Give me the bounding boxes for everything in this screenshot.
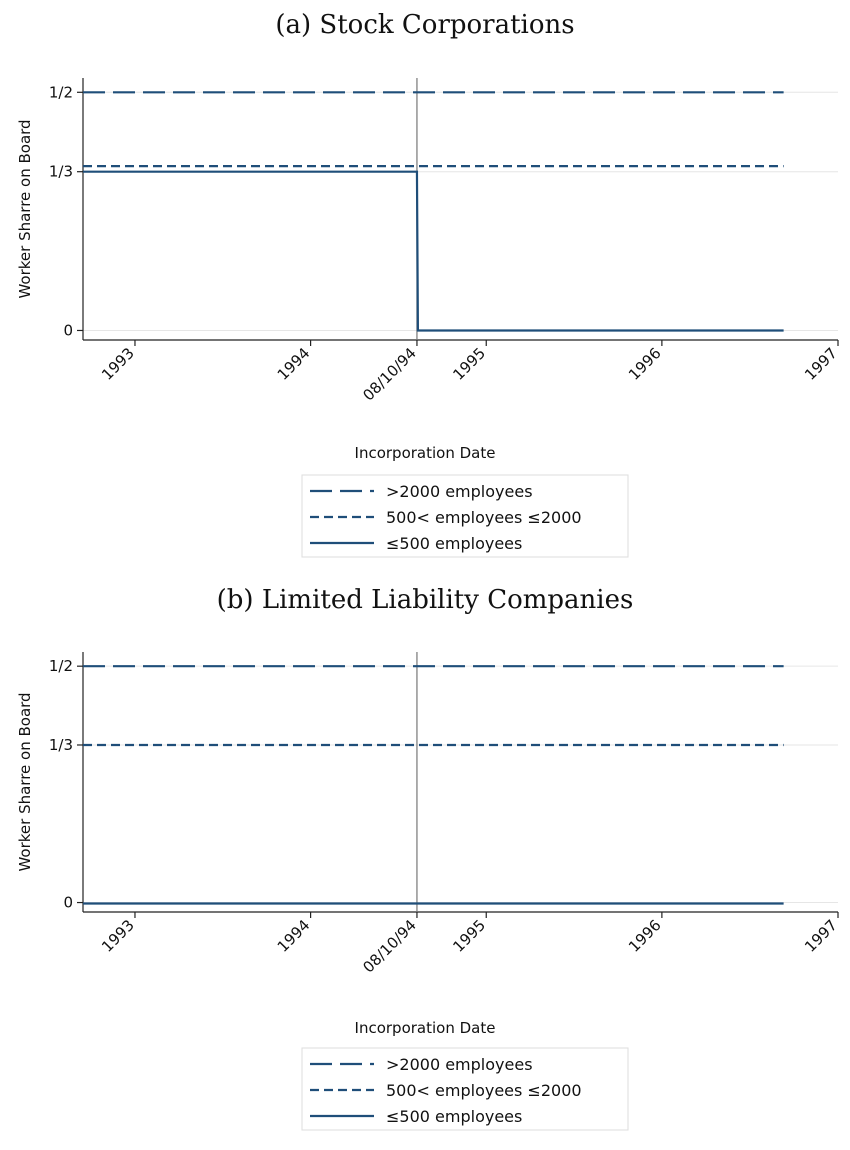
legend-label: ≤500 employees	[386, 1107, 522, 1126]
x-tick-label: 08/10/94	[359, 916, 419, 976]
x-tick-label: 1994	[274, 916, 314, 956]
legend-label: >2000 employees	[386, 1055, 533, 1074]
x-tick-label: 1997	[801, 344, 841, 384]
legend-label: 500< employees ≤2000	[386, 1081, 582, 1100]
x-axis-label: Incorporation Date	[355, 444, 496, 462]
chart-title: (a) Stock Corporations	[275, 10, 574, 40]
series-line-solid	[83, 170, 784, 332]
y-tick-label: 1/3	[49, 163, 73, 181]
y-axis-label: Worker Sharre on Board	[16, 692, 34, 871]
x-tick-label: 1996	[625, 916, 665, 956]
y-tick-label: 1/2	[49, 657, 73, 675]
x-tick-label: 1995	[449, 344, 489, 384]
x-tick-label: 1995	[449, 916, 489, 956]
x-tick-label: 1997	[801, 916, 841, 956]
y-axis-label: Worker Sharre on Board	[16, 119, 34, 298]
x-tick-label: 08/10/94	[359, 344, 419, 404]
legend-label: >2000 employees	[386, 482, 533, 501]
y-tick-label: 0	[63, 321, 73, 339]
x-tick-label: 1993	[98, 344, 138, 384]
x-axis-label: Incorporation Date	[355, 1019, 496, 1037]
y-tick-label: 1/2	[49, 83, 73, 101]
legend-label: ≤500 employees	[386, 534, 522, 553]
y-tick-label: 1/3	[49, 736, 73, 754]
x-tick-label: 1993	[98, 916, 138, 956]
x-tick-label: 1994	[274, 344, 314, 384]
chart-title: (b) Limited Liability Companies	[217, 585, 634, 615]
x-tick-label: 1996	[625, 344, 665, 384]
y-tick-label: 0	[63, 894, 73, 912]
legend-label: 500< employees ≤2000	[386, 508, 582, 527]
